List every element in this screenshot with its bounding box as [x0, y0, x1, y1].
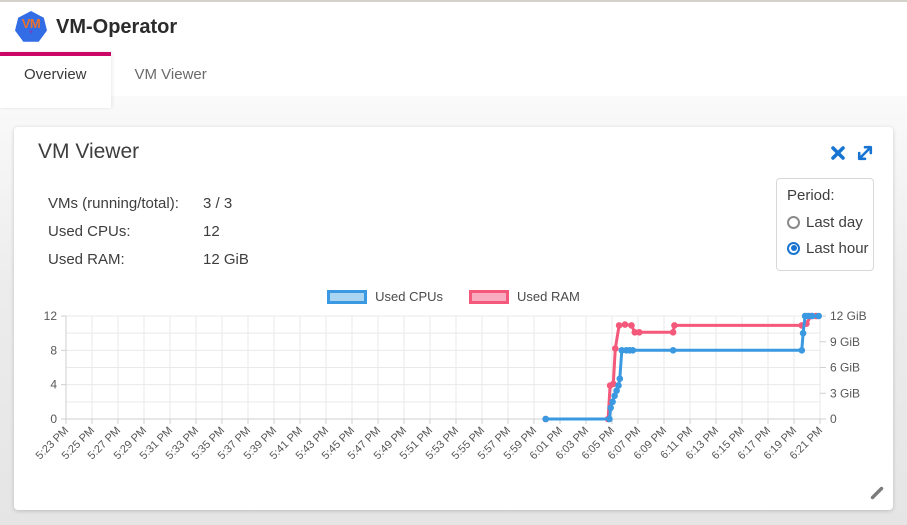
legend-label-cpus: Used CPUs — [375, 289, 444, 304]
card-actions — [829, 144, 874, 162]
legend-label-ram: Used RAM — [517, 289, 580, 304]
legend-swatch-ram — [469, 289, 510, 304]
stat-ram: Used RAM: 12 GiB — [48, 245, 249, 273]
stat-cpus: Used CPUs: 12 — [48, 217, 249, 245]
svg-text:8: 8 — [50, 343, 57, 357]
radio-last-day[interactable]: Last day — [787, 211, 873, 233]
svg-text:12: 12 — [44, 309, 58, 323]
stat-ram-value: 12 GiB — [203, 250, 249, 268]
chart-legend: Used CPUs Used RAM — [14, 289, 893, 304]
radio-last-day-label: Last day — [806, 213, 863, 231]
app-logo-icon: VM ▾ — [15, 11, 47, 42]
window-top-border — [0, 0, 907, 2]
stat-vms-label: VMs (running/total): — [48, 194, 179, 212]
logo-vm-text: VM — [21, 16, 41, 31]
svg-text:4: 4 — [50, 378, 57, 392]
radio-last-hour-label: Last hour — [806, 239, 869, 257]
stat-vms: VMs (running/total): 3 / 3 — [48, 189, 249, 217]
usage-chart: 0 4 8 12 0 3 GiB 6 GiB 9 GiB 12 GiB 5:23 PM 5:25 P… — [14, 303, 893, 508]
app-title: VM-Operator — [56, 15, 178, 38]
app-header: VM ▾ VM-Operator — [0, 2, 907, 52]
legend-item-used-cpus[interactable]: Used CPUs — [327, 289, 443, 304]
logo-wheel-icon: ▾ — [29, 29, 33, 36]
svg-text:12 GiB: 12 GiB — [830, 309, 867, 323]
stats-block: VMs (running/total): 3 / 3 Used CPUs: 12… — [48, 189, 249, 273]
stat-vms-value: 3 / 3 — [203, 194, 233, 212]
card-title: VM Viewer — [38, 140, 140, 163]
expand-icon[interactable] — [856, 144, 874, 162]
tab-vm-viewer[interactable]: VM Viewer — [110, 52, 231, 96]
svg-text:0: 0 — [50, 412, 57, 426]
tab-overview-label: Overview — [24, 66, 87, 83]
radio-circle-icon[interactable] — [787, 215, 800, 229]
card-resize-handle-icon[interactable] — [869, 485, 885, 501]
svg-text:0: 0 — [830, 412, 837, 426]
svg-text:9 GiB: 9 GiB — [830, 335, 860, 349]
stat-cpus-value: 12 — [203, 222, 220, 240]
radio-circle-icon[interactable] — [787, 241, 800, 255]
vm-viewer-card: VM Viewer VMs (running/total): 3 / 3 Use… — [14, 127, 893, 510]
radio-last-hour[interactable]: Last hour — [787, 237, 873, 259]
tab-vm-viewer-label: VM Viewer — [134, 66, 207, 83]
legend-swatch-cpus — [327, 289, 368, 304]
tab-bar: Overview VM Viewer — [0, 52, 907, 108]
svg-text:3 GiB: 3 GiB — [830, 386, 860, 400]
period-fieldset: Period: Last day Last hour — [776, 178, 874, 271]
period-label: Period: — [787, 187, 835, 204]
legend-item-used-ram[interactable]: Used RAM — [469, 289, 580, 304]
svg-text:6 GiB: 6 GiB — [830, 361, 860, 375]
close-icon[interactable] — [829, 144, 847, 162]
tab-overview[interactable]: Overview — [0, 52, 111, 108]
stat-ram-label: Used RAM: — [48, 250, 125, 268]
stat-cpus-label: Used CPUs: — [48, 222, 131, 240]
